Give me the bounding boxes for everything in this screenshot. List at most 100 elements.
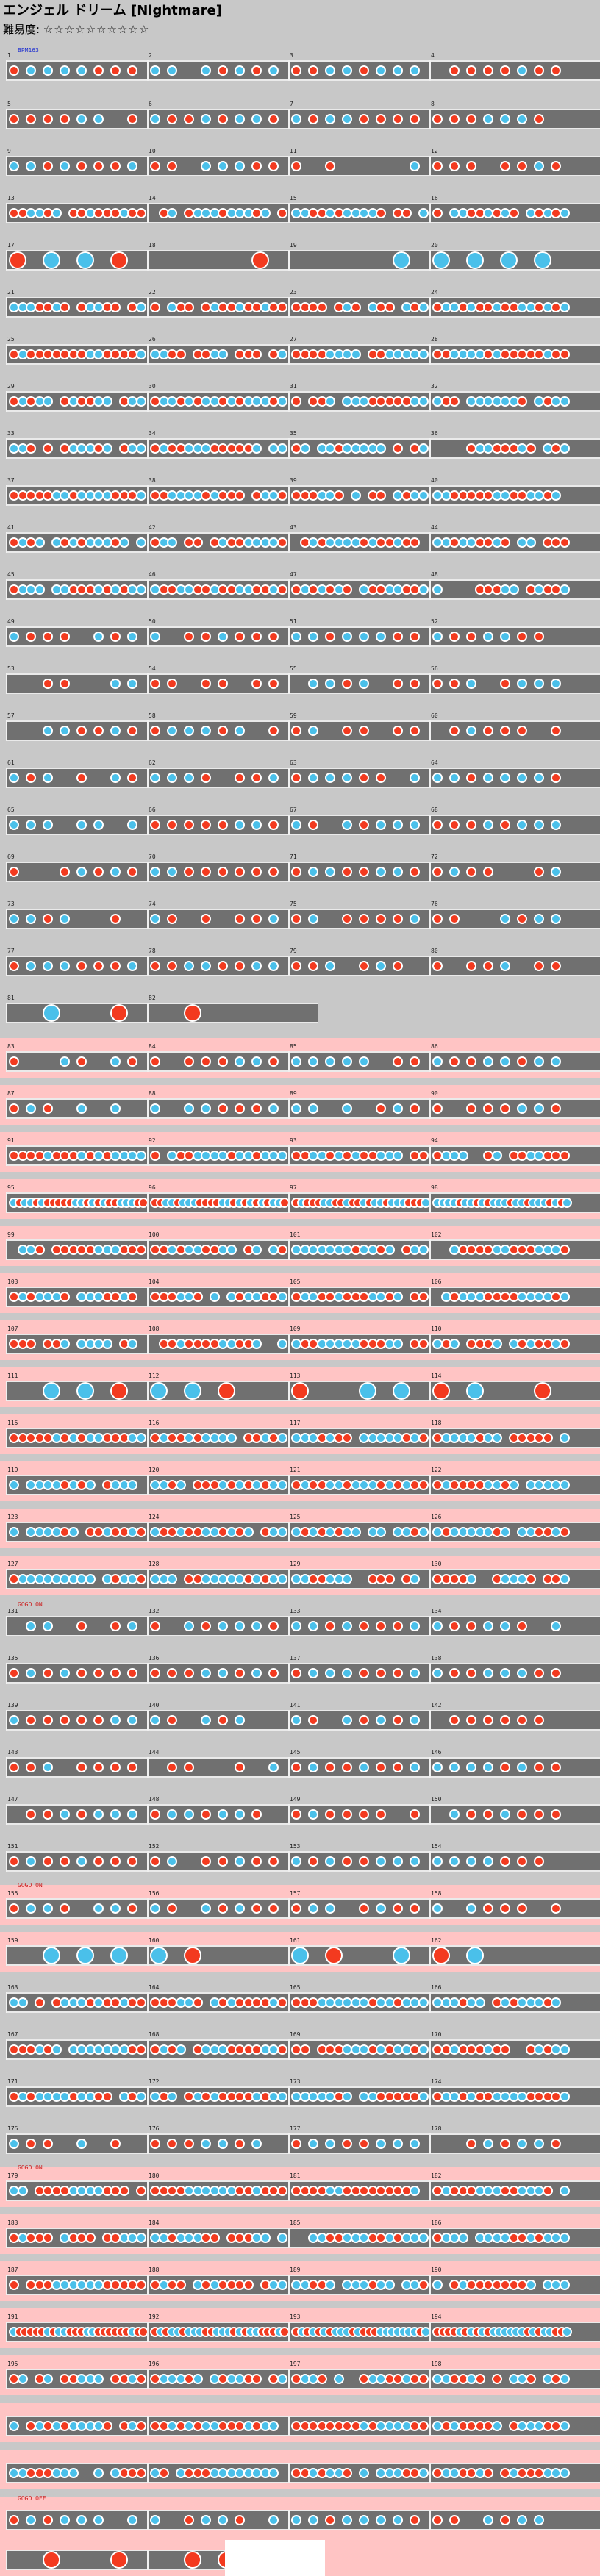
- ka-note: [184, 1621, 194, 1631]
- ka-note: [466, 1762, 476, 1772]
- don-note: [251, 632, 262, 642]
- measure-bar-line: [429, 1334, 431, 1354]
- ka-note: [135, 443, 146, 454]
- don-note: [483, 65, 493, 76]
- measure-number: 53: [7, 665, 15, 672]
- don-note: [110, 161, 121, 171]
- ka-note: [359, 1762, 369, 1772]
- measure-bar-line: [288, 1334, 290, 1354]
- measure-bar-line: [147, 1757, 149, 1778]
- measure-number: 160: [149, 1937, 160, 1944]
- don-note: [359, 65, 369, 76]
- don-note: [43, 2233, 53, 2243]
- ka-note: [308, 1056, 318, 1067]
- measure-bar-line: [288, 2275, 290, 2295]
- don-note: [93, 867, 104, 877]
- ka-note: [76, 2515, 87, 2525]
- measure-bar-line: [288, 156, 290, 176]
- score-row: 123 124 125 126: [6, 1514, 600, 1542]
- ka-note: [127, 2515, 138, 2525]
- ka-note: [359, 632, 369, 642]
- ka-note: [43, 2374, 53, 2384]
- ka-note: [118, 537, 129, 548]
- measure-bar-line: [288, 1992, 290, 2013]
- don-note: [268, 820, 279, 830]
- measure-number: 16: [431, 195, 438, 201]
- ka-note: [483, 1668, 493, 1678]
- measure-bar-line: [147, 391, 149, 412]
- ka-note: [9, 632, 19, 642]
- ka-note: [150, 1382, 168, 1400]
- measure-bar-line: [147, 579, 149, 600]
- don-note: [110, 65, 121, 76]
- ka-note: [291, 632, 301, 642]
- ka-note: [68, 1527, 79, 1537]
- don-note: [192, 1997, 203, 2008]
- ka-note: [500, 773, 510, 783]
- measure-bar-line: [147, 1192, 149, 1213]
- measure-number: 165: [290, 1984, 301, 1991]
- measure-bar-line: [147, 956, 149, 976]
- ka-note: [384, 1245, 395, 1255]
- ka-note: [175, 1480, 186, 1490]
- don-note: [209, 2233, 220, 2243]
- don-note: [291, 726, 301, 736]
- measure-number: 106: [431, 1278, 442, 1285]
- measure-number: 19: [290, 242, 297, 248]
- page-title: エンジェル ドリーム [Nightmare]: [3, 3, 222, 18]
- don-note: [410, 1903, 420, 1914]
- don-note: [167, 820, 177, 830]
- measure-number: 141: [290, 1702, 301, 1709]
- don-note: [316, 302, 327, 312]
- measure-number: 195: [7, 2361, 18, 2367]
- don-note: [167, 961, 177, 971]
- don-note: [218, 1056, 228, 1067]
- ka-note: [201, 961, 211, 971]
- don-note: [333, 490, 344, 501]
- ka-note: [127, 961, 138, 971]
- measure-bar-line: [288, 391, 290, 412]
- don-note: [325, 1621, 335, 1631]
- don-note: [376, 114, 386, 124]
- ka-note: [135, 396, 146, 407]
- ka-note: [483, 1621, 493, 1631]
- measure-bar-line: [6, 2133, 7, 2154]
- score-row: 87 88 89 90: [6, 1090, 600, 1119]
- ka-note: [276, 349, 288, 359]
- measure-number: 198: [431, 2361, 442, 2367]
- don-note: [9, 867, 19, 877]
- ka-note: [466, 1856, 476, 1867]
- don-note: [517, 1903, 527, 1914]
- don-note: [393, 914, 403, 924]
- don-note: [150, 961, 160, 971]
- measure-bar-line: [6, 1898, 7, 1919]
- ka-note: [291, 1621, 301, 1631]
- don-note: [184, 302, 194, 312]
- score-row: 195 196 197 198: [6, 2361, 600, 2389]
- gogo-marker: GOGO ON: [18, 2164, 43, 2171]
- don-note: [500, 1762, 510, 1772]
- don-note: [150, 161, 160, 171]
- measure-bar-line: [429, 2463, 431, 2483]
- measure-bar-line: [288, 250, 290, 271]
- ka-note: [559, 2233, 570, 2243]
- ka-note: [325, 2280, 335, 2290]
- don-note: [76, 726, 87, 736]
- measure-number: 35: [290, 430, 297, 437]
- don-note: [184, 114, 194, 124]
- ka-note: [359, 2515, 369, 2525]
- ka-note: [474, 1997, 485, 2008]
- measure-number: 37: [7, 477, 15, 484]
- ka-note: [359, 1056, 369, 1067]
- measure-number: 47: [290, 571, 297, 578]
- don-note: [175, 349, 186, 359]
- ka-note: [226, 1245, 237, 1255]
- ka-note: [76, 1947, 94, 1964]
- ka-note: [9, 161, 19, 171]
- measure-bar-line: [429, 1381, 431, 1401]
- measure-bar-line: [147, 1428, 149, 1448]
- ka-note: [60, 961, 70, 971]
- ka-note: [342, 632, 352, 642]
- don-note: [235, 2139, 245, 2149]
- measure-number: 166: [431, 1984, 442, 1991]
